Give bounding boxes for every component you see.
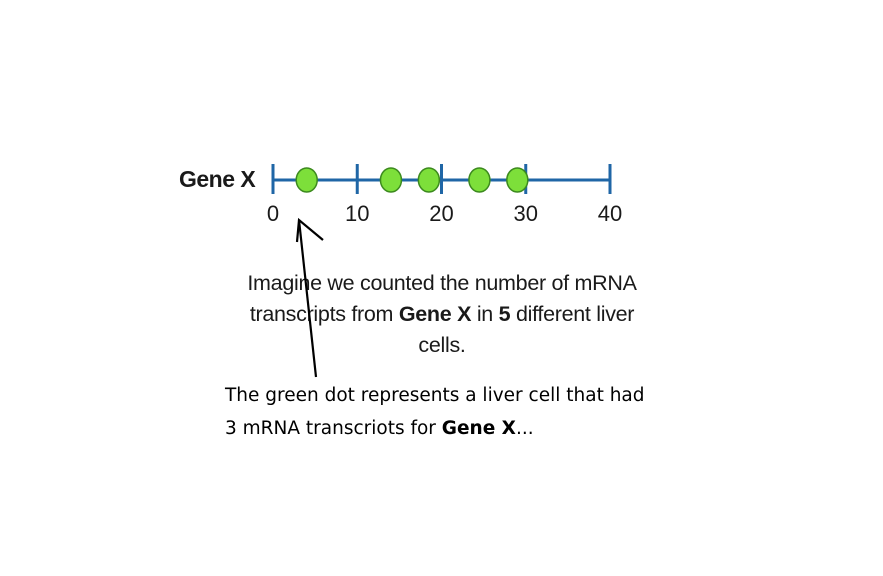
tick-label: 20	[429, 201, 453, 226]
paragraph-line-1: Imagine we counted the number of mRNA	[247, 271, 637, 295]
data-dots	[295, 167, 529, 193]
paragraph-line-2: transcripts from Gene X in 5 different l…	[222, 299, 662, 330]
gene-label: Gene X	[179, 166, 256, 192]
paragraph-gene-name: Gene X	[398, 302, 472, 326]
data-dot	[379, 167, 403, 193]
paragraph-line-3: cells.	[418, 333, 466, 357]
arrow-head	[295, 217, 324, 243]
data-dot	[295, 167, 318, 193]
note-line-1: The green dot represents a liver cell th…	[225, 385, 645, 406]
data-dot	[506, 167, 529, 193]
paragraph-cell-count: 5	[498, 302, 511, 326]
data-dot	[417, 167, 441, 193]
tick-label: 0	[267, 201, 279, 226]
paragraph-text: different liver	[510, 302, 635, 326]
note-text: 3 mRNA transcriots for	[225, 418, 442, 439]
tick-label: 10	[345, 201, 369, 226]
arrow-shaft	[297, 219, 318, 378]
note-line-2: 3 mRNA transcriots for Gene X...	[225, 412, 685, 445]
paragraph-text: in	[471, 302, 499, 326]
note-gene-name: Gene X	[441, 418, 516, 439]
tick-label: 40	[598, 201, 622, 226]
description-paragraph: Imagine we counted the number of mRNA tr…	[222, 268, 662, 361]
tick-labels: 0 10 20 30 40	[267, 201, 622, 226]
pointer-arrow	[295, 217, 324, 378]
paragraph-text: transcripts from	[249, 302, 399, 326]
annotation-note: The green dot represents a liver cell th…	[225, 379, 685, 445]
data-dot	[468, 167, 491, 193]
number-line-axis	[271, 164, 612, 194]
note-text: ...	[515, 418, 534, 439]
tick-label: 30	[514, 201, 538, 226]
